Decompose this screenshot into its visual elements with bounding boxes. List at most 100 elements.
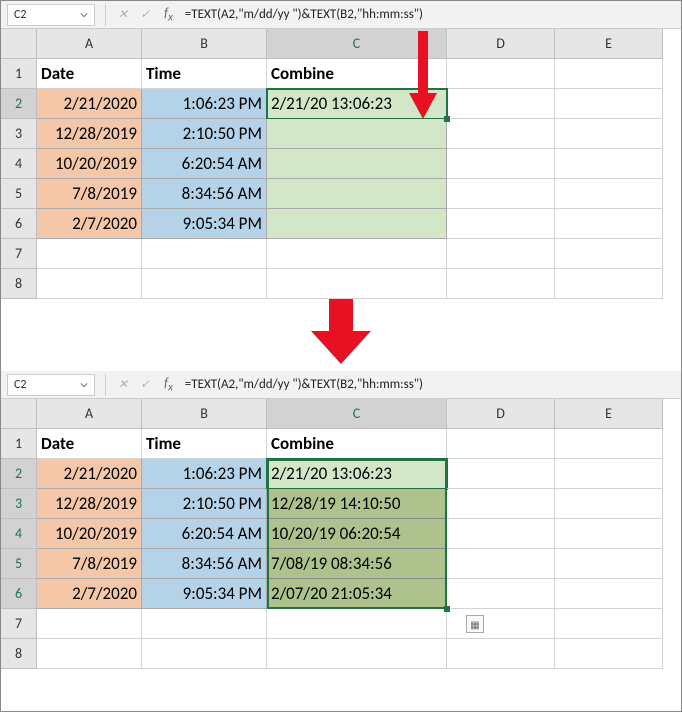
cell-D8[interactable] [447, 269, 555, 299]
row-header-3[interactable]: 3 [1, 489, 37, 519]
cell-B7[interactable] [142, 609, 267, 639]
cell-A3[interactable]: 12/28/2019 [37, 489, 142, 519]
col-header-C[interactable]: C [267, 399, 447, 429]
cell-C5[interactable] [267, 179, 447, 209]
cell-C5[interactable]: 7/08/19 08:34:56 [267, 549, 447, 579]
cell-D1[interactable] [447, 59, 555, 89]
cell-B2[interactable]: 1:06:23 PM [142, 459, 267, 489]
cell-B5[interactable]: 8:34:56 AM [142, 549, 267, 579]
cell-D3[interactable] [447, 119, 555, 149]
cell-E5[interactable] [555, 549, 663, 579]
cell-D2[interactable] [447, 89, 555, 119]
fill-handle-icon[interactable] [444, 116, 450, 122]
header-time[interactable]: Time [142, 429, 267, 459]
cell-B4[interactable]: 6:20:54 AM [142, 519, 267, 549]
cell-A5[interactable]: 7/8/2019 [37, 179, 142, 209]
select-all-corner[interactable] [1, 399, 37, 429]
cell-E5[interactable] [555, 179, 663, 209]
cell-C4[interactable]: 10/20/19 06:20:54 [267, 519, 447, 549]
cell-B3[interactable]: 2:10:50 PM [142, 119, 267, 149]
cell-E7[interactable] [555, 609, 663, 639]
cell-A7[interactable] [37, 609, 142, 639]
row-header-1[interactable]: 1 [1, 429, 37, 459]
cell-D6[interactable] [447, 579, 555, 609]
cell-C4[interactable] [267, 149, 447, 179]
cell-D1[interactable] [447, 429, 555, 459]
cell-C8[interactable] [267, 639, 447, 669]
cell-A5[interactable]: 7/8/2019 [37, 549, 142, 579]
cell-D4[interactable] [447, 519, 555, 549]
cell-A4[interactable]: 10/20/2019 [37, 149, 142, 179]
cell-A3[interactable]: 12/28/2019 [37, 119, 142, 149]
formula-input[interactable]: =TEXT(A2,"m/dd/yy ")&TEXT(B2,"hh:mm:ss") [181, 377, 681, 392]
cell-C7[interactable] [267, 239, 447, 269]
fx-icon[interactable]: fx [164, 6, 173, 24]
col-header-E[interactable]: E [555, 399, 663, 429]
select-all-corner[interactable] [1, 29, 37, 59]
cell-D3[interactable] [447, 489, 555, 519]
cell-A8[interactable] [37, 269, 142, 299]
cell-A8[interactable] [37, 639, 142, 669]
cell-D5[interactable] [447, 549, 555, 579]
row-header-2[interactable]: 2 [1, 459, 37, 489]
cell-B5[interactable]: 8:34:56 AM [142, 179, 267, 209]
cell-D5[interactable] [447, 179, 555, 209]
cell-E3[interactable] [555, 119, 663, 149]
cell-C6[interactable] [267, 209, 447, 239]
accept-icon[interactable]: ✓ [140, 7, 150, 22]
cell-E4[interactable] [555, 149, 663, 179]
cell-A2[interactable]: 2/21/2020 [37, 459, 142, 489]
cell-C7[interactable] [267, 609, 447, 639]
cell-D8[interactable] [447, 639, 555, 669]
row-header-2[interactable]: 2 [1, 89, 37, 119]
cell-E8[interactable] [555, 269, 663, 299]
col-header-B[interactable]: B [142, 399, 267, 429]
grid-bottom[interactable]: A B C D E 1 Date Time Combine 2 2/21/202… [1, 399, 681, 669]
col-header-A[interactable]: A [37, 399, 142, 429]
cell-E2[interactable] [555, 459, 663, 489]
col-header-B[interactable]: B [142, 29, 267, 59]
cell-B2[interactable]: 1:06:23 PM [142, 89, 267, 119]
row-header-5[interactable]: 5 [1, 179, 37, 209]
cell-A4[interactable]: 10/20/2019 [37, 519, 142, 549]
row-header-6[interactable]: 6 [1, 579, 37, 609]
cell-A2[interactable]: 2/21/2020 [37, 89, 142, 119]
cell-E6[interactable] [555, 579, 663, 609]
row-header-8[interactable]: 8 [1, 269, 37, 299]
col-header-E[interactable]: E [555, 29, 663, 59]
formula-input[interactable]: =TEXT(A2,"m/dd/yy ")&TEXT(B2,"hh:mm:ss") [181, 7, 681, 22]
cancel-icon[interactable]: ✕ [118, 7, 128, 22]
cell-E4[interactable] [555, 519, 663, 549]
cell-C2[interactable]: 2/21/20 13:06:23 [267, 459, 447, 489]
row-header-5[interactable]: 5 [1, 549, 37, 579]
cell-D2[interactable] [447, 459, 555, 489]
cell-A6[interactable]: 2/7/2020 [37, 579, 142, 609]
cell-B4[interactable]: 6:20:54 AM [142, 149, 267, 179]
cell-D4[interactable] [447, 149, 555, 179]
cell-D6[interactable] [447, 209, 555, 239]
row-header-8[interactable]: 8 [1, 639, 37, 669]
cell-D7[interactable] [447, 609, 555, 639]
header-date[interactable]: Date [37, 429, 142, 459]
col-header-A[interactable]: A [37, 29, 142, 59]
cell-B8[interactable] [142, 639, 267, 669]
header-date[interactable]: Date [37, 59, 142, 89]
grid-top[interactable]: A B C D E 1 Date Time Combine 2 2/21/202… [1, 29, 681, 299]
cell-A6[interactable]: 2/7/2020 [37, 209, 142, 239]
cell-B3[interactable]: 2:10:50 PM [142, 489, 267, 519]
name-box[interactable]: C2 [7, 4, 95, 26]
fill-handle-icon[interactable] [444, 606, 450, 612]
cell-C3[interactable]: 12/28/19 14:10:50 [267, 489, 447, 519]
cell-E1[interactable] [555, 59, 663, 89]
row-header-4[interactable]: 4 [1, 519, 37, 549]
cell-D7[interactable] [447, 239, 555, 269]
cell-E3[interactable] [555, 489, 663, 519]
cell-A7[interactable] [37, 239, 142, 269]
cell-C3[interactable] [267, 119, 447, 149]
cell-E6[interactable] [555, 209, 663, 239]
row-header-7[interactable]: 7 [1, 239, 37, 269]
cell-C8[interactable] [267, 269, 447, 299]
accept-icon[interactable]: ✓ [140, 377, 150, 392]
cell-E2[interactable] [555, 89, 663, 119]
cell-E7[interactable] [555, 239, 663, 269]
